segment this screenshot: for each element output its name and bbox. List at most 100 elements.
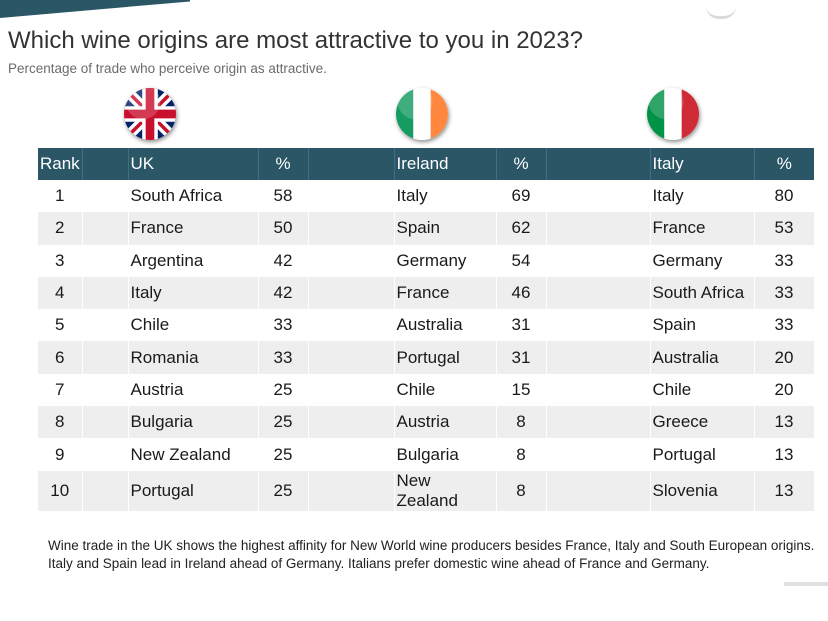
uk-pct-cell: 58: [258, 180, 309, 213]
italy-origin-cell: Portugal: [650, 438, 755, 471]
gap-cell: [546, 438, 651, 471]
uk-pct-cell: 25: [258, 373, 309, 407]
header-gap: [308, 148, 395, 180]
gap-cell: [308, 438, 395, 471]
uk-origin-cell: France: [128, 212, 259, 245]
italy-pct-cell: 20: [754, 341, 815, 374]
gap-cell: [82, 373, 129, 407]
ireland-origin-cell: Australia: [394, 309, 497, 342]
italy-origin-cell: Chile: [650, 373, 755, 407]
bottom-right-decoration: [784, 582, 828, 586]
uk-origin-cell: Chile: [128, 309, 259, 342]
uk-origin-cell: Romania: [128, 341, 259, 374]
uk-pct-cell: 33: [258, 341, 309, 374]
ireland-pct-cell: 54: [496, 244, 547, 277]
gap-cell: [308, 309, 395, 342]
gap-cell: [546, 341, 651, 374]
uk-pct-cell: 42: [258, 244, 309, 277]
gap-cell: [82, 212, 129, 245]
table-row: 4 Italy 42 France 46 South Africa 33: [38, 276, 815, 310]
ireland-origin-cell: Germany: [394, 244, 497, 277]
gap-cell: [82, 244, 129, 277]
header-italy-pct: %: [754, 148, 814, 180]
italy-pct-cell: 33: [754, 244, 815, 277]
header-rank: Rank: [38, 148, 83, 180]
header-gap: [82, 148, 129, 180]
rank-cell: 5: [38, 309, 83, 342]
rank-cell: 2: [38, 212, 83, 245]
italy-pct-cell: 80: [754, 180, 815, 213]
ireland-pct-cell: 31: [496, 341, 547, 374]
gap-cell: [546, 406, 651, 439]
ireland-origin-cell: New Zealand: [394, 470, 497, 511]
uk-origin-cell: New Zealand: [128, 438, 259, 471]
italy-pct-cell: 13: [754, 438, 815, 471]
ireland-pct-cell: 8: [496, 406, 547, 439]
uk-origin-cell: Portugal: [128, 470, 259, 511]
gap-cell: [308, 470, 395, 511]
uk-origin-cell: Italy: [128, 276, 259, 310]
gap-cell: [308, 244, 395, 277]
uk-flag-icon: [124, 88, 176, 140]
gap-cell: [82, 180, 129, 213]
ireland-origin-cell: Spain: [394, 212, 497, 245]
table-row: 3 Argentina 42 Germany 54 Germany 33: [38, 244, 815, 277]
italy-pct-cell: 53: [754, 212, 815, 245]
top-accent-band: [0, 0, 190, 18]
gap-cell: [82, 438, 129, 471]
italy-flag-icon: [647, 88, 699, 140]
italy-origin-cell: France: [650, 212, 755, 245]
gap-cell: [546, 373, 651, 407]
header-uk: UK: [128, 148, 259, 180]
table-row: 7 Austria 25 Chile 15 Chile 20: [38, 373, 815, 407]
rank-cell: 4: [38, 276, 83, 310]
gap-cell: [82, 470, 129, 511]
gap-cell: [308, 341, 395, 374]
italy-pct-cell: 13: [754, 406, 815, 439]
italy-pct-cell: 33: [754, 309, 815, 342]
ireland-origin-cell: Portugal: [394, 341, 497, 374]
gap-cell: [308, 212, 395, 245]
gap-cell: [308, 180, 395, 213]
rank-cell: 7: [38, 373, 83, 407]
top-right-decoration: [706, 6, 736, 19]
rank-cell: 8: [38, 406, 83, 439]
uk-pct-cell: 33: [258, 309, 309, 342]
ireland-pct-cell: 31: [496, 309, 547, 342]
rank-cell: 3: [38, 244, 83, 277]
rank-cell: 1: [38, 180, 83, 213]
ireland-origin-cell: France: [394, 276, 497, 310]
ireland-flag-icon: [396, 88, 448, 140]
table-row: 10 Portugal 25 New Zealand 8 Slovenia 13: [38, 470, 815, 511]
header-ireland: Ireland: [394, 148, 497, 180]
uk-pct-cell: 25: [258, 406, 309, 439]
italy-origin-cell: Germany: [650, 244, 755, 277]
italy-origin-cell: Italy: [650, 180, 755, 213]
gap-cell: [546, 276, 651, 310]
gap-cell: [308, 373, 395, 407]
ireland-origin-cell: Chile: [394, 373, 497, 407]
rank-cell: 10: [38, 470, 83, 511]
footnote: Wine trade in the UK shows the highest a…: [48, 538, 815, 571]
uk-origin-cell: Bulgaria: [128, 406, 259, 439]
gap-cell: [82, 276, 129, 310]
table-row: 8 Bulgaria 25 Austria 8 Greece 13: [38, 406, 815, 439]
table-row: 1 South Africa 58 Italy 69 Italy 80: [38, 180, 815, 213]
header-uk-pct: %: [258, 148, 309, 180]
gap-cell: [546, 470, 651, 511]
uk-origin-cell: Austria: [128, 373, 259, 407]
gap-cell: [308, 276, 395, 310]
table-header-row: Rank UK % Ireland % Italy %: [38, 148, 814, 180]
italy-origin-cell: Spain: [650, 309, 755, 342]
ireland-pct-cell: 46: [496, 276, 547, 310]
ireland-pct-cell: 69: [496, 180, 547, 213]
italy-pct-cell: 13: [754, 470, 815, 511]
gap-cell: [546, 212, 651, 245]
uk-pct-cell: 42: [258, 276, 309, 310]
italy-pct-cell: 20: [754, 373, 815, 407]
uk-origin-cell: South Africa: [128, 180, 259, 213]
uk-pct-cell: 50: [258, 212, 309, 245]
ireland-pct-cell: 8: [496, 438, 547, 471]
italy-origin-cell: Greece: [650, 406, 755, 439]
gap-cell: [82, 406, 129, 439]
